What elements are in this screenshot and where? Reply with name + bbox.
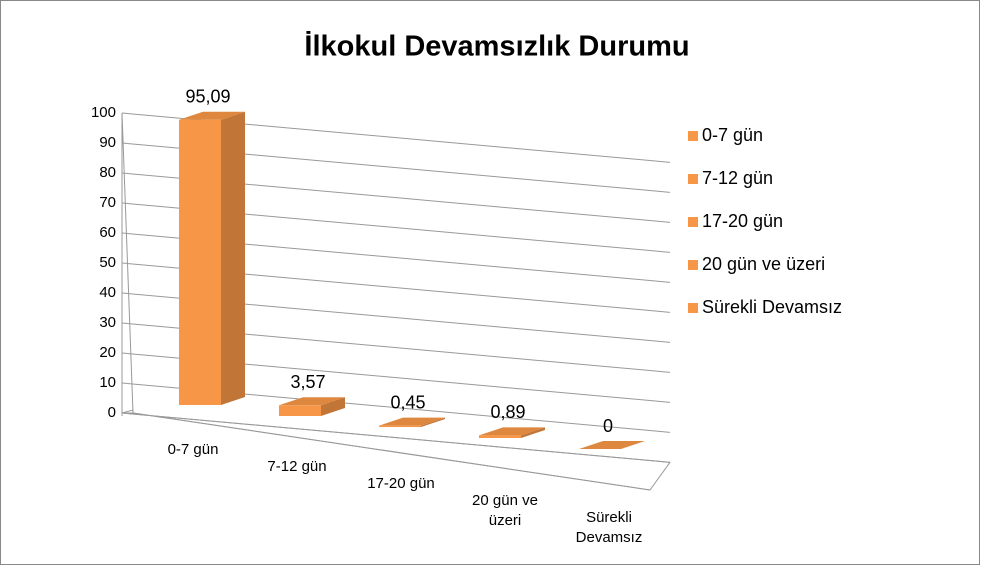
- bar-top: [479, 427, 545, 436]
- chart-title: İlkokul Devamsızlık Durumu: [304, 31, 689, 63]
- value-label: 0: [603, 416, 613, 436]
- y-tick-label: 70: [99, 194, 116, 211]
- y-tick-label: 20: [99, 344, 116, 361]
- y-tick-label: 80: [99, 164, 116, 181]
- bar: [279, 397, 345, 417]
- legend-label: 20 gün ve üzeri: [702, 254, 825, 274]
- y-tick-label: 90: [99, 134, 116, 151]
- value-label: 0,45: [390, 392, 425, 412]
- y-tick-label: 40: [99, 284, 116, 301]
- bar-front: [479, 435, 521, 439]
- bar-side: [521, 427, 545, 438]
- legend-label: 0-7 gün: [702, 125, 763, 145]
- y-tick-label: 60: [99, 224, 116, 241]
- legend-label: Sürekli Devamsız: [702, 297, 842, 317]
- value-label: 95,09: [185, 86, 230, 106]
- x-tick-label: Sürekli Devamsız: [575, 509, 643, 546]
- x-tick-label: 0-7 gün: [167, 441, 219, 458]
- legend-swatch: [688, 174, 698, 184]
- bar: [579, 441, 645, 450]
- y-tick-label: 0: [108, 404, 116, 421]
- y-tick-label: 30: [99, 314, 116, 331]
- value-label: 0,89: [490, 402, 525, 422]
- x-tick-label: 7-12 gün: [267, 458, 327, 475]
- legend-swatch: [688, 260, 698, 270]
- bar: [479, 427, 545, 439]
- legend-swatch: [688, 303, 698, 313]
- bar-top: [579, 441, 645, 449]
- bar-front: [279, 405, 321, 417]
- bar: [179, 111, 245, 406]
- y-tick-label: 10: [99, 374, 116, 391]
- legend-label: 17-20 gün: [702, 211, 783, 231]
- grid-line: [121, 412, 671, 463]
- bar-top: [279, 397, 345, 406]
- bar-side: [221, 111, 245, 405]
- legend-label: 7-12 gün: [702, 168, 773, 188]
- front-edge: [132, 412, 651, 491]
- y-tick-label: 100: [91, 104, 116, 121]
- x-tick-label: 20 gün ve üzeri: [472, 492, 538, 529]
- bar-top: [379, 417, 445, 426]
- bar-side: [421, 417, 445, 427]
- bar-top: [179, 111, 245, 120]
- y-tick-label: 50: [99, 254, 116, 271]
- x-tick-label: 17-20 gün: [367, 475, 435, 492]
- legend-swatch: [688, 217, 698, 227]
- bar-front: [179, 119, 221, 406]
- bar-front: [379, 425, 421, 428]
- value-label: 3,57: [290, 372, 325, 392]
- legend-swatch: [688, 131, 698, 141]
- bar-side: [321, 397, 345, 416]
- bar: [379, 417, 445, 428]
